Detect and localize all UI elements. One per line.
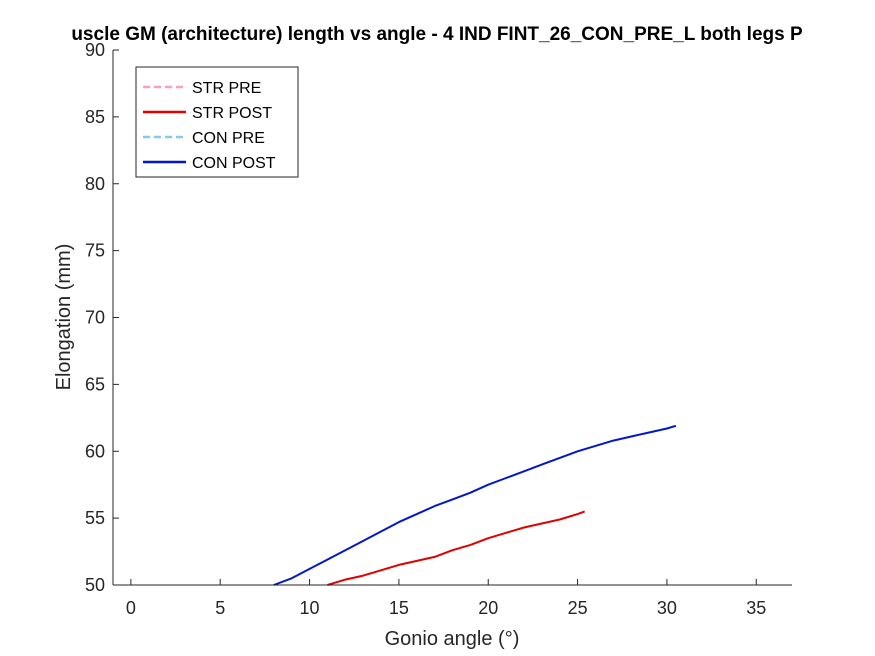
x-tick-label: 30 — [657, 598, 677, 618]
series-line-str-post — [327, 510, 586, 586]
y-tick-label: 60 — [85, 441, 105, 461]
x-tick-label: 35 — [746, 598, 766, 618]
x-tick-label: 25 — [568, 598, 588, 618]
y-tick-label: 90 — [85, 40, 105, 60]
series-layer — [273, 424, 677, 586]
x-tick-label: 10 — [300, 598, 320, 618]
y-tick-label: 70 — [85, 308, 105, 328]
axes-layer: 0 5 10 15 20 25 30 35 50 55 60 65 70 75 80 85 90 — [85, 40, 792, 618]
legend-box — [135, 66, 299, 178]
y-tick-label: 75 — [85, 241, 105, 261]
y-tick-label: 85 — [85, 107, 105, 127]
y-tick-label: 65 — [85, 374, 105, 394]
legend: STR PRE STR POST CON PRE CON POST — [135, 66, 299, 178]
legend-entry: STR POST — [192, 105, 272, 122]
y-axis-label: Elongation (mm) — [53, 244, 75, 391]
legend-entry: CON PRE — [192, 130, 265, 147]
y-tick-label: 55 — [85, 508, 105, 528]
y-tick-label: 80 — [85, 174, 105, 194]
x-axis-label: Gonio angle (°) — [385, 628, 520, 650]
x-tick-label: 15 — [389, 598, 409, 618]
x-tick-label: 0 — [126, 598, 136, 618]
legend-entry: STR PRE — [192, 80, 261, 97]
chart-title: uscle GM (architecture) length vs angle … — [71, 24, 803, 45]
series-line-con-post — [273, 424, 677, 586]
x-tick-label: 5 — [215, 598, 225, 618]
legend-entry: CON POST — [192, 155, 276, 172]
x-tick-label: 20 — [478, 598, 498, 618]
y-tick-label: 50 — [85, 575, 105, 595]
